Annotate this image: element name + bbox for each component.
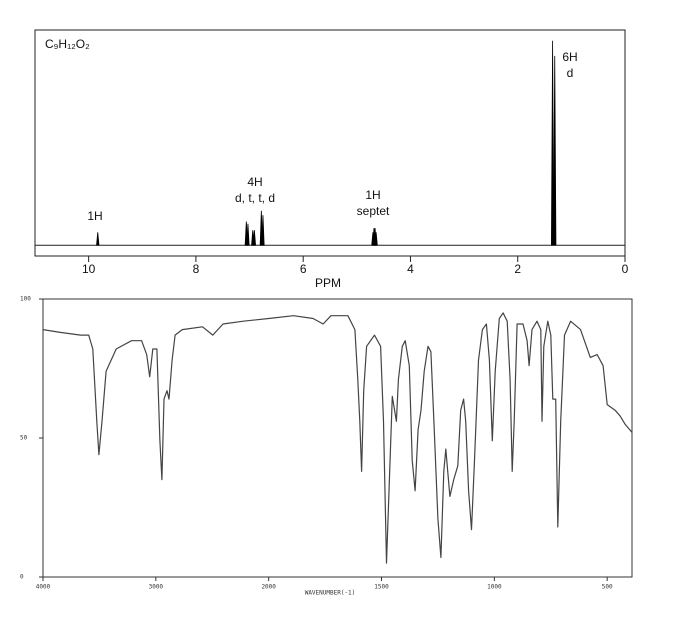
x-tick-label: 3000 [149, 584, 164, 591]
x-tick-label: 10 [82, 262, 96, 276]
peak [374, 232, 378, 246]
peak [550, 40, 555, 246]
x-tick-label: 0 [622, 262, 629, 276]
y-tick-label: 0 [20, 574, 24, 581]
nmr-frame [34, 29, 626, 257]
y-tick-label: 100 [20, 296, 31, 303]
peak-annotation: septet [357, 204, 390, 218]
peak [261, 215, 265, 246]
peak-annotation: 1H [365, 188, 380, 202]
x-tick-label: 8 [193, 262, 200, 276]
peak-annotation: 1H [87, 209, 102, 223]
peak [246, 223, 250, 246]
nmr-formula: C₉H₁₂O₂ [45, 37, 90, 51]
peak-annotation: 4H [247, 175, 262, 189]
x-tick-label: 1500 [374, 584, 389, 591]
peak [96, 232, 100, 246]
ir-trace [42, 312, 633, 564]
x-tick-label: 500 [602, 584, 613, 591]
x-tick-label: 4000 [36, 584, 51, 591]
x-tick-label: 1000 [487, 584, 502, 591]
x-tick-label: 2000 [261, 584, 276, 591]
ir-x-label: WAVENUMBER(-1) [305, 590, 356, 597]
peak-annotation: d, t, t, d [235, 191, 275, 205]
y-tick-label: 50 [20, 435, 28, 442]
peak-annotation: 6H [562, 50, 577, 64]
x-tick-label: 6 [300, 262, 307, 276]
peak [553, 55, 557, 246]
x-tick-label: 2 [514, 262, 521, 276]
nmr-x-label: PPM [315, 276, 341, 290]
x-tick-label: 4 [407, 262, 414, 276]
peak [252, 230, 257, 246]
peak-annotation: d [567, 66, 574, 80]
